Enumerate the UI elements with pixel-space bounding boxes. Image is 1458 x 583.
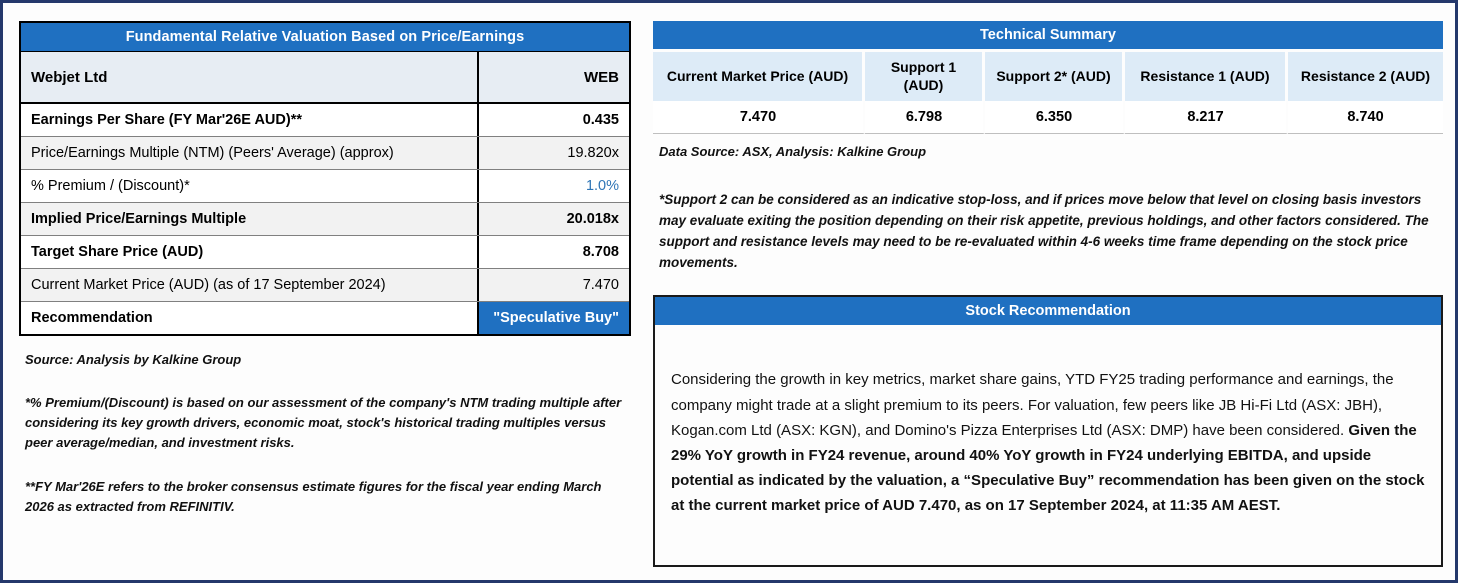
technical-summary-title: Technical Summary	[653, 21, 1443, 49]
column-header: Resistance 2 (AUD)	[1288, 49, 1443, 101]
technical-summary-section: Technical Summary Current Market Price (…	[653, 21, 1443, 274]
row-label: Recommendation	[31, 310, 153, 326]
table-row-recommendation: Recommendation "Speculative Buy"	[21, 302, 629, 334]
cell-value: 6.350	[985, 101, 1125, 134]
table-row-pe-multiple: Price/Earnings Multiple (NTM) (Peers' Av…	[21, 137, 629, 170]
cell-value: 8.740	[1288, 101, 1443, 134]
technical-summary-header-row: Current Market Price (AUD) Support 1 (AU…	[653, 49, 1443, 101]
valuation-header-row: Webjet Ltd WEB	[21, 51, 629, 104]
valuation-table-title: Fundamental Relative Valuation Based on …	[21, 23, 629, 51]
ticker-symbol: WEB	[477, 52, 629, 102]
row-value: 19.820x	[477, 137, 629, 169]
recommendation-text-bold: Given the 29% YoY growth in FY24 revenue…	[671, 421, 1425, 515]
row-value: 1.0%	[477, 170, 629, 202]
row-value: 0.435	[477, 104, 629, 136]
recommendation-badge: "Speculative Buy"	[477, 302, 629, 334]
stock-recommendation-text: Considering the growth in key metrics, m…	[671, 367, 1425, 518]
support2-footnote: *Support 2 can be considered as an indic…	[659, 192, 1429, 270]
column-header: Support 2* (AUD)	[985, 49, 1125, 101]
fy26e-footnote: **FY Mar'26E refers to the broker consen…	[25, 478, 602, 514]
technical-summary-table: Technical Summary Current Market Price (…	[653, 21, 1443, 134]
table-row-eps: Earnings Per Share (FY Mar'26E AUD)** 0.…	[21, 104, 629, 137]
row-label: Implied Price/Earnings Multiple	[31, 211, 247, 227]
cell-value: 8.217	[1125, 101, 1288, 134]
column-header: Support 1 (AUD)	[865, 49, 985, 101]
row-label: Target Share Price (AUD)	[31, 244, 204, 260]
valuation-section: Fundamental Relative Valuation Based on …	[19, 21, 631, 517]
row-label: Earnings Per Share (FY Mar'26E AUD)**	[31, 112, 302, 128]
stock-recommendation-body: Considering the growth in key metrics, m…	[655, 325, 1441, 565]
stock-recommendation-title: Stock Recommendation	[655, 297, 1441, 325]
stock-recommendation-panel: Stock Recommendation Considering the gro…	[653, 295, 1443, 567]
cell-value: 6.798	[865, 101, 985, 134]
premium-footnote: *% Premium/(Discount) is based on our as…	[25, 395, 622, 451]
table-row-premium-discount: % Premium / (Discount)* 1.0%	[21, 170, 629, 203]
valuation-table: Fundamental Relative Valuation Based on …	[19, 21, 631, 336]
cell-value: 7.470	[653, 101, 865, 134]
column-header: Current Market Price (AUD)	[653, 49, 865, 101]
technical-source-note: Data Source: ASX, Analysis: Kalkine Grou…	[659, 144, 927, 159]
row-value: 8.708	[477, 236, 629, 268]
valuation-source-note: Source: Analysis by Kalkine Group	[25, 352, 242, 367]
row-value: 20.018x	[477, 203, 629, 235]
table-row-implied-pe: Implied Price/Earnings Multiple 20.018x	[21, 203, 629, 236]
table-row-current-price: Current Market Price (AUD) (as of 17 Sep…	[21, 269, 629, 302]
table-row-target-price: Target Share Price (AUD) 8.708	[21, 236, 629, 269]
row-value: 7.470	[477, 269, 629, 301]
row-label: Current Market Price (AUD) (as of 17 Sep…	[31, 277, 386, 293]
technical-summary-value-row: 7.470 6.798 6.350 8.217 8.740	[653, 101, 1443, 134]
company-name: Webjet Ltd	[31, 68, 108, 86]
column-header: Resistance 1 (AUD)	[1125, 49, 1288, 101]
row-label: % Premium / (Discount)*	[31, 178, 190, 194]
recommendation-text-normal: Considering the growth in key metrics, m…	[671, 371, 1394, 439]
row-label: Price/Earnings Multiple (NTM) (Peers' Av…	[31, 145, 394, 161]
